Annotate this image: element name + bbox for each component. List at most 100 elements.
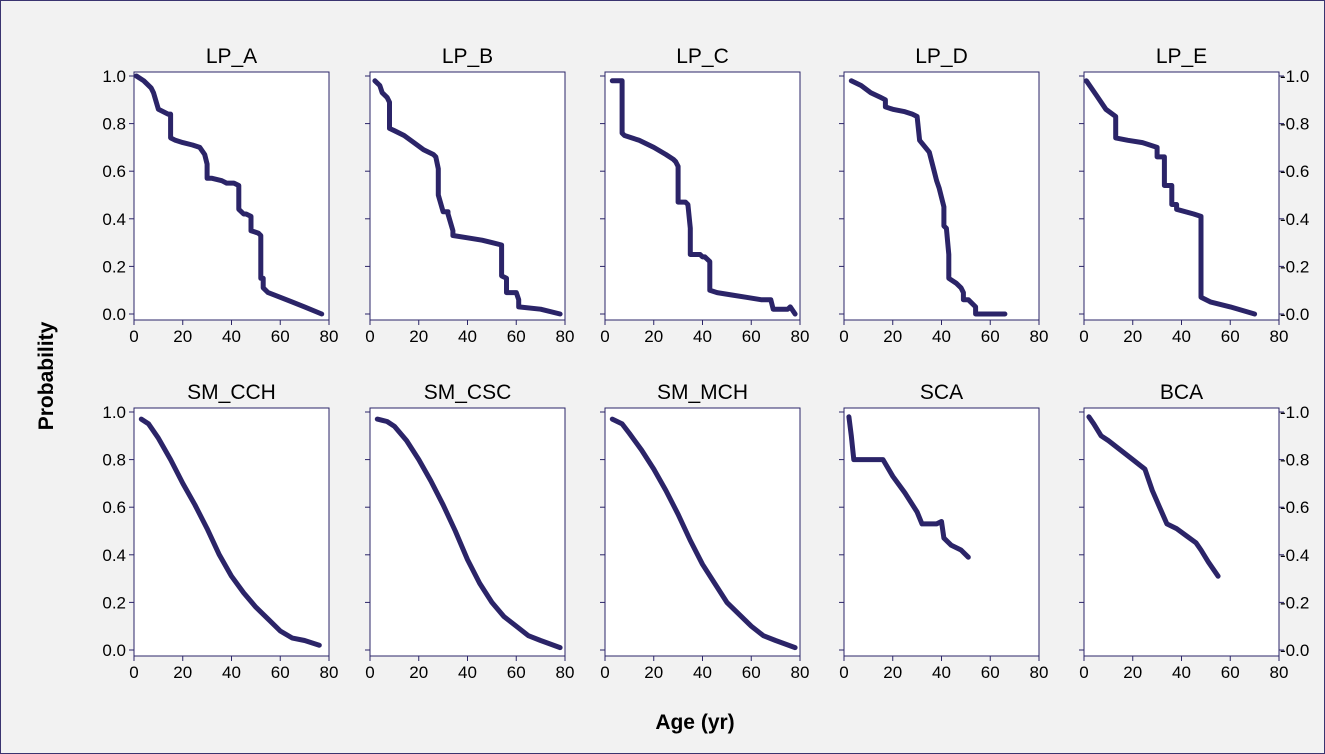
- y-tick-label-left-sm-cch-0.6: 0.6: [102, 498, 126, 517]
- x-tick-label-lp-d-20: 20: [883, 327, 902, 346]
- x-tick-label-lp-e-40: 40: [1172, 327, 1191, 346]
- panel-lp-a: LP_A 0 20 40 60 80 0.0 0.2 0.4 0.6 0.8 1.0: [102, 45, 338, 346]
- panel-lp-c: LP_C 0 20 40 60 80: [600, 45, 809, 346]
- y-tick-label-right-bca-0.6: -0.6: [1280, 498, 1309, 517]
- x-tick-label-sm-csc-20: 20: [409, 663, 428, 682]
- x-tick-label-sm-cch-60: 60: [271, 663, 290, 682]
- panels-group: LP_A 0 20 40 60 80 0.0 0.2 0.4 0.6 0.8 1.0 LP_B 0 20 40…: [102, 45, 1309, 682]
- x-tick-label-lp-d-0: 0: [839, 327, 848, 346]
- y-tick-label-left-lp-a-1: 1.0: [102, 67, 126, 86]
- series-line-lp-b: [372, 78, 563, 317]
- x-tick-label-lp-c-40: 40: [693, 327, 712, 346]
- x-tick-label-sm-cch-20: 20: [173, 663, 192, 682]
- x-tick-label-lp-b-0: 0: [365, 327, 374, 346]
- x-tick-label-bca-60: 60: [1221, 663, 1240, 682]
- panel-bca: BCA 0 20 40 60 80 -0.0 -0.2 -0.4 -0.6 -0.8 -1.0: [1079, 381, 1309, 682]
- x-tick-label-lp-b-40: 40: [458, 327, 477, 346]
- x-tick-label-lp-d-40: 40: [932, 327, 951, 346]
- y-tick-label-left-sm-cch-0.2: 0.2: [102, 593, 126, 612]
- x-axis-title: Age (yr): [655, 711, 734, 734]
- panel-frame-lp-b: [369, 71, 566, 321]
- x-tick-label-sca-20: 20: [883, 663, 902, 682]
- x-tick-label-sm-csc-80: 80: [556, 663, 575, 682]
- x-tick-label-lp-c-0: 0: [600, 327, 609, 346]
- y-tick-label-left-sm-cch-1: 1.0: [102, 403, 126, 422]
- y-tick-label-right-lp-e-0.6: -0.6: [1280, 162, 1309, 181]
- panel-lp-e: LP_E 0 20 40 60 80 -0.0 -0.2 -0.4 -0.6 -0.8 -1.0: [1079, 45, 1309, 346]
- y-tick-label-left-lp-a-0.8: 0.8: [102, 115, 126, 134]
- x-tick-label-lp-a-20: 20: [173, 327, 192, 346]
- x-tick-label-lp-b-80: 80: [556, 327, 575, 346]
- x-tick-label-lp-c-20: 20: [644, 327, 663, 346]
- x-tick-label-lp-b-60: 60: [507, 327, 526, 346]
- x-tick-label-lp-c-80: 80: [791, 327, 810, 346]
- x-tick-label-lp-e-80: 80: [1270, 327, 1289, 346]
- x-tick-label-lp-a-60: 60: [271, 327, 290, 346]
- y-tick-label-right-bca-0.8: -0.8: [1280, 451, 1309, 470]
- series-line-lp-a: [133, 73, 325, 317]
- x-tick-label-sm-csc-0: 0: [365, 663, 374, 682]
- series-line-sm-cch: [138, 416, 322, 648]
- series-line-lp-c: [609, 78, 798, 317]
- x-tick-label-lp-a-0: 0: [129, 327, 138, 346]
- panel-frame-sm-csc: [369, 407, 566, 657]
- y-tick-label-right-bca-0.4: -0.4: [1280, 546, 1309, 565]
- panel-title-sm-mch: SM_MCH: [657, 381, 748, 404]
- panel-title-sca: SCA: [920, 381, 963, 404]
- y-tick-label-left-lp-a-0.6: 0.6: [102, 162, 126, 181]
- x-tick-label-lp-e-60: 60: [1221, 327, 1240, 346]
- panel-sca: SCA 0 20 40 60 80: [839, 381, 1048, 682]
- panel-lp-d: LP_D 0 20 40 60 80: [839, 45, 1048, 346]
- x-tick-label-sca-60: 60: [981, 663, 1000, 682]
- panel-frame-lp-e: [1083, 71, 1280, 321]
- y-tick-label-left-sm-cch-0.4: 0.4: [102, 546, 126, 565]
- y-tick-label-right-lp-e-0.8: -0.8: [1280, 115, 1309, 134]
- x-tick-label-lp-e-20: 20: [1123, 327, 1142, 346]
- x-tick-label-sm-mch-60: 60: [742, 663, 761, 682]
- series-line-sm-csc: [374, 416, 563, 651]
- panel-title-sm-cch: SM_CCH: [187, 381, 276, 404]
- panel-title-lp-c: LP_C: [676, 45, 729, 68]
- panel-title-lp-e: LP_E: [1156, 45, 1207, 68]
- x-tick-label-sca-0: 0: [839, 663, 848, 682]
- panel-title-lp-a: LP_A: [206, 45, 257, 68]
- series-line-sca: [846, 414, 971, 560]
- y-tick-label-right-lp-e-0.2: -0.2: [1280, 257, 1309, 276]
- x-tick-label-lp-a-40: 40: [222, 327, 241, 346]
- y-tick-label-left-lp-a-0.2: 0.2: [102, 257, 126, 276]
- x-tick-label-lp-c-60: 60: [742, 327, 761, 346]
- y-axis-title: Probability: [35, 321, 58, 430]
- panel-sm-csc: SM_CSC 0 20 40 60 80: [365, 381, 574, 682]
- x-tick-label-sm-cch-80: 80: [320, 663, 339, 682]
- x-tick-label-lp-e-0: 0: [1079, 327, 1088, 346]
- x-tick-label-sm-mch-40: 40: [693, 663, 712, 682]
- x-tick-label-sm-csc-40: 40: [458, 663, 477, 682]
- series-line-sm-mch: [609, 416, 798, 651]
- panel-title-sm-csc: SM_CSC: [424, 381, 512, 404]
- x-tick-label-bca-20: 20: [1123, 663, 1142, 682]
- panel-frame-lp-c: [604, 71, 801, 321]
- x-tick-label-sm-mch-0: 0: [600, 663, 609, 682]
- series-line-lp-d: [848, 78, 1008, 317]
- y-tick-label-right-lp-e-0: -0.0: [1280, 305, 1309, 324]
- y-tick-label-right-bca-1: -1.0: [1280, 403, 1309, 422]
- y-tick-label-left-sm-cch-0: 0.0: [102, 641, 126, 660]
- panel-title-lp-b: LP_B: [442, 45, 493, 68]
- x-tick-label-lp-b-20: 20: [409, 327, 428, 346]
- x-tick-label-sca-40: 40: [932, 663, 951, 682]
- panel-frame-sm-mch: [604, 407, 801, 657]
- x-tick-label-lp-d-80: 80: [1030, 327, 1049, 346]
- series-line-bca: [1086, 414, 1221, 579]
- y-tick-label-left-lp-a-0.4: 0.4: [102, 210, 126, 229]
- x-tick-label-sm-csc-60: 60: [507, 663, 526, 682]
- x-tick-label-bca-0: 0: [1079, 663, 1088, 682]
- x-tick-label-bca-40: 40: [1172, 663, 1191, 682]
- panel-sm-mch: SM_MCH 0 20 40 60 80: [600, 381, 809, 682]
- x-tick-label-lp-a-80: 80: [320, 327, 339, 346]
- x-tick-label-sm-cch-0: 0: [129, 663, 138, 682]
- y-tick-label-right-lp-e-0.4: -0.4: [1280, 210, 1309, 229]
- x-tick-label-sm-mch-80: 80: [791, 663, 810, 682]
- panel-sm-cch: SM_CCH 0 20 40 60 80 0.0 0.2 0.4 0.6 0.8 1.0: [102, 381, 338, 682]
